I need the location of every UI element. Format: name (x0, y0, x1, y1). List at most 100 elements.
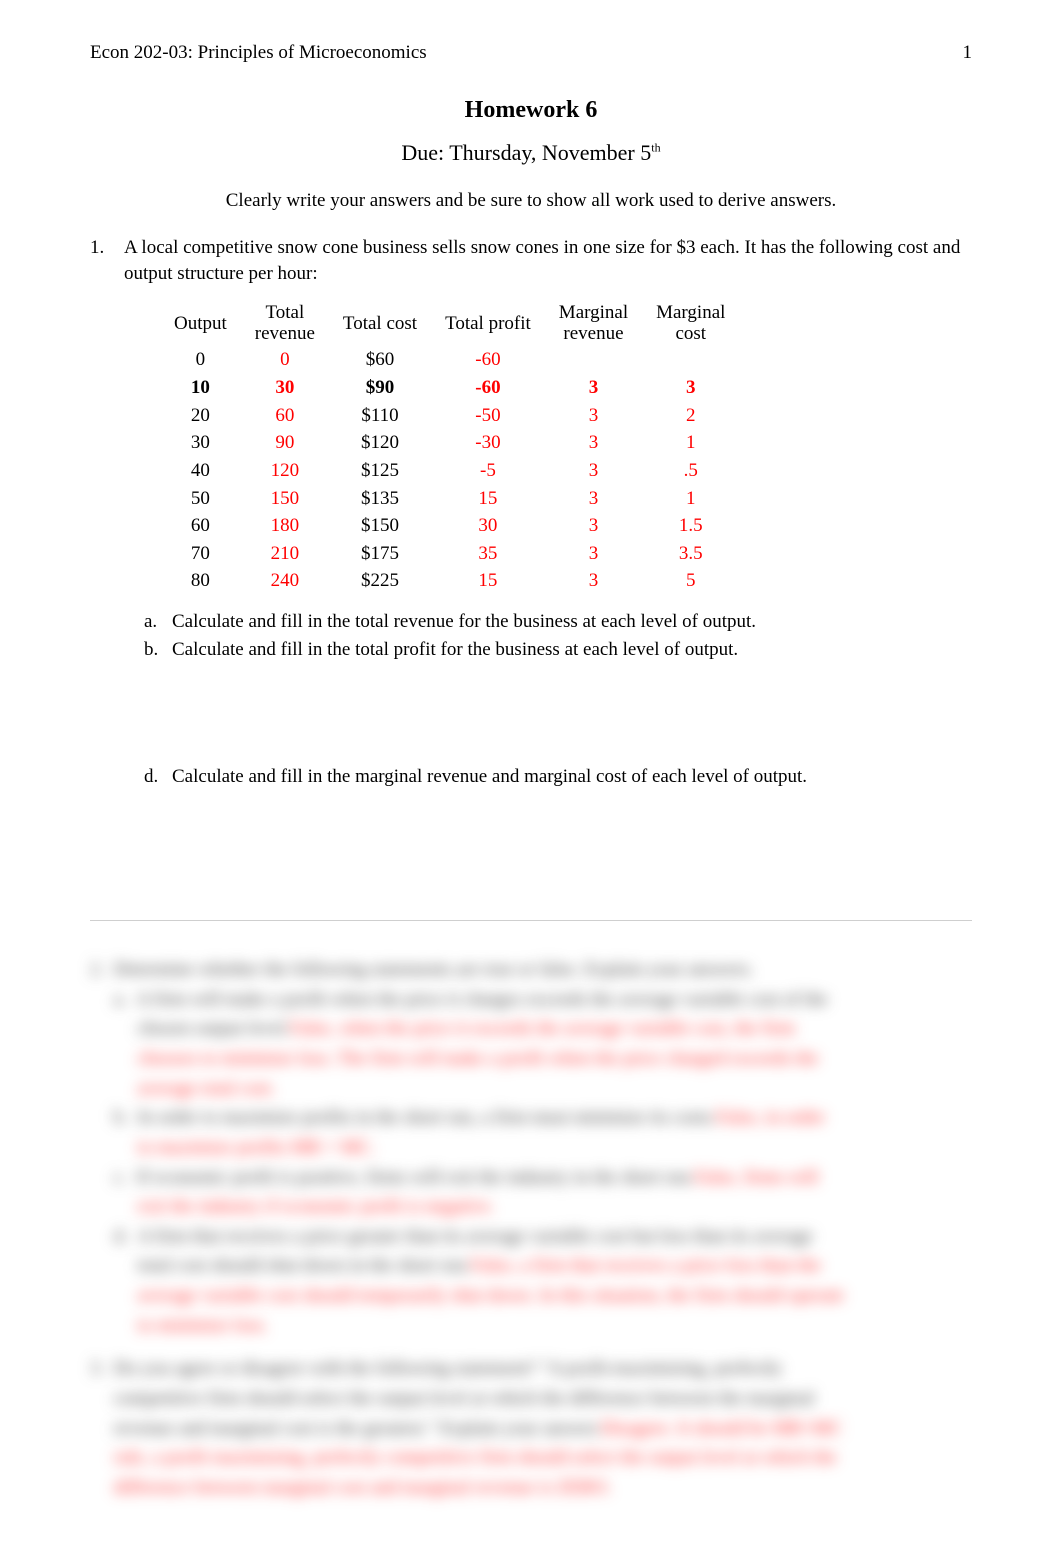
course-label: Econ 202-03: Principles of Microeconomic… (90, 40, 427, 66)
table-cell: 3 (545, 374, 642, 402)
table-cell: 15 (431, 567, 545, 595)
subpart-b-text: Calculate and fill in the total profit f… (172, 637, 738, 663)
table-cell: 210 (241, 540, 329, 568)
table-row: 50150$1351531 (160, 485, 739, 513)
table-cell: 70 (160, 540, 241, 568)
blur-line: competitive firm should select the outpu… (90, 1386, 972, 1412)
blur-line: c. If economic profit is positive, firms… (90, 1165, 972, 1191)
question-1-text: A local competitive snow cone business s… (124, 235, 972, 286)
subpart-d: d. Calculate and fill in the marginal re… (144, 764, 972, 790)
table-cell: $125 (329, 457, 431, 485)
blur-line: difference between marginal cost and mar… (90, 1475, 972, 1501)
instructions-text: Clearly write your answers and be sure t… (90, 188, 972, 214)
table-cell: 240 (241, 567, 329, 595)
table-cell: 30 (160, 429, 241, 457)
table-cell: $135 (329, 485, 431, 513)
table-cell: $225 (329, 567, 431, 595)
table-cell: -30 (431, 429, 545, 457)
blur-line: to minimize loss. (90, 1313, 972, 1339)
table-cell: 120 (241, 457, 329, 485)
due-date-suffix: th (651, 141, 660, 155)
table-cell: 60 (160, 512, 241, 540)
blur-line: exit the industry if economic profit is … (90, 1194, 972, 1220)
table-row: 00$60-60 (160, 346, 739, 374)
page-number: 1 (963, 40, 973, 66)
blur-line: 2. Determine whether the following state… (90, 957, 972, 983)
subpart-d-letter: d. (144, 764, 172, 790)
table-cell (642, 346, 739, 374)
table-cell: 15 (431, 485, 545, 513)
table-cell: 1 (642, 429, 739, 457)
blur-line: chooses to minimize loss. The firm will … (90, 1046, 972, 1072)
table-cell: -5 (431, 457, 545, 485)
blur-line: total cost should shut down in the short… (90, 1253, 972, 1279)
table-cell: 3 (545, 485, 642, 513)
table-row: 2060$110-5032 (160, 402, 739, 430)
col-marginal-revenue: Marginalrevenue (545, 301, 642, 347)
blur-line: 3. Do you agree or disagree with the fol… (90, 1356, 972, 1382)
table-cell: .5 (642, 457, 739, 485)
table-cell: 5 (642, 567, 739, 595)
table-cell: 3 (545, 402, 642, 430)
table-cell: 40 (160, 457, 241, 485)
table-cell: 3 (545, 457, 642, 485)
cost-table-head: Output Totalrevenue Total cost Total pro… (160, 301, 739, 347)
table-cell: 180 (241, 512, 329, 540)
table-row: 40120$125-53.5 (160, 457, 739, 485)
homework-title: Homework 6 (90, 94, 972, 126)
blur-line: rule, a profit maximizing, perfectly com… (90, 1445, 972, 1471)
col-total-profit: Total profit (431, 301, 545, 347)
subpart-a: a. Calculate and fill in the total reven… (144, 609, 972, 635)
question-1-number: 1. (90, 235, 124, 286)
blur-line: to maximize profits MR = MC. (90, 1135, 972, 1161)
table-cell (545, 346, 642, 374)
table-row: 3090$120-3031 (160, 429, 739, 457)
table-cell: 3.5 (642, 540, 739, 568)
blur-line: revenue and marginal cost is the greates… (90, 1416, 972, 1442)
table-cell: $150 (329, 512, 431, 540)
col-marginal-cost: Marginalcost (642, 301, 739, 347)
table-cell: 10 (160, 374, 241, 402)
table-cell: -60 (431, 346, 545, 374)
col-total-revenue: Totalrevenue (241, 301, 329, 347)
table-cell: 60 (241, 402, 329, 430)
table-cell: 3 (545, 540, 642, 568)
table-cell: 1.5 (642, 512, 739, 540)
subpart-a-letter: a. (144, 609, 172, 635)
table-cell: 50 (160, 485, 241, 513)
table-cell: 80 (160, 567, 241, 595)
table-cell: 90 (241, 429, 329, 457)
col-total-cost: Total cost (329, 301, 431, 347)
table-cell: -60 (431, 374, 545, 402)
blur-line: b. In order to maximize profits in the s… (90, 1105, 972, 1131)
cost-table: Output Totalrevenue Total cost Total pro… (160, 301, 739, 595)
table-cell: 3 (545, 567, 642, 595)
table-cell: 3 (642, 374, 739, 402)
blur-line: average variable cost should temporarily… (90, 1283, 972, 1309)
subpart-b-letter: b. (144, 637, 172, 663)
question-1: 1. A local competitive snow cone busines… (90, 235, 972, 286)
table-cell: -50 (431, 402, 545, 430)
table-row: 80240$2251535 (160, 567, 739, 595)
table-cell: $60 (329, 346, 431, 374)
subpart-b: b. Calculate and fill in the total profi… (144, 637, 972, 663)
table-cell: 2 (642, 402, 739, 430)
table-cell: 3 (545, 512, 642, 540)
due-date-text: Due: Thursday, November 5 (401, 140, 651, 165)
table-row: 70210$1753533.5 (160, 540, 739, 568)
table-cell: $110 (329, 402, 431, 430)
table-cell: 20 (160, 402, 241, 430)
blur-line: chosen output level. False, when the pri… (90, 1016, 972, 1042)
blur-line: a. A firm will make a profit when the pr… (90, 987, 972, 1013)
table-row: 1030$90-6033 (160, 374, 739, 402)
subpart-d-text: Calculate and fill in the marginal reven… (172, 764, 807, 790)
cost-table-wrap: Output Totalrevenue Total cost Total pro… (160, 301, 972, 595)
cost-table-body: 00$60-601030$90-60332060$110-50323090$12… (160, 346, 739, 595)
due-date: Due: Thursday, November 5th (90, 138, 972, 168)
table-cell: 35 (431, 540, 545, 568)
blurred-preview: 2. Determine whether the following state… (90, 920, 972, 1501)
table-cell: 30 (241, 374, 329, 402)
subparts: a. Calculate and fill in the total reven… (144, 609, 972, 790)
table-cell: 0 (241, 346, 329, 374)
table-cell: 3 (545, 429, 642, 457)
